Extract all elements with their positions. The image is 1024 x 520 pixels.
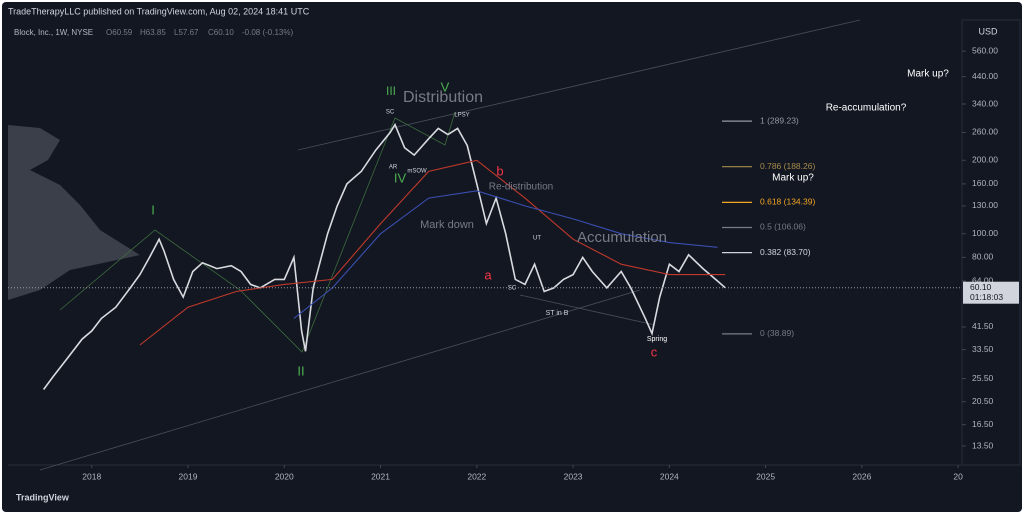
fib-label: 0.382 (83.70) bbox=[760, 247, 811, 257]
annotation: II bbox=[297, 363, 304, 378]
ohlc-value: C60.10 bbox=[208, 28, 234, 37]
annotation: Distribution bbox=[403, 89, 483, 106]
x-tick-label: 2024 bbox=[660, 471, 679, 481]
y-tick-label: 41.50 bbox=[972, 321, 994, 331]
annotation: c bbox=[651, 344, 658, 359]
y-tick-label: 560.00 bbox=[972, 45, 998, 55]
currency: USD bbox=[978, 26, 998, 36]
volume-profile bbox=[8, 125, 140, 300]
annotation: a bbox=[484, 267, 492, 282]
fib-label: 0.5 (106.06) bbox=[760, 222, 806, 232]
y-tick-label: 16.50 bbox=[972, 419, 994, 429]
price-line bbox=[139, 159, 726, 346]
annotation: V bbox=[441, 79, 450, 94]
y-tick-label: 13.50 bbox=[972, 440, 994, 450]
y-tick-label: 440.00 bbox=[972, 71, 998, 81]
price-line bbox=[293, 190, 718, 319]
ohlc-value: -0.08 (-0.13%) bbox=[242, 28, 293, 37]
y-tick-label: 260.00 bbox=[972, 127, 998, 137]
x-tick-label: 2023 bbox=[564, 471, 583, 481]
fib-label: 1 (289.23) bbox=[760, 115, 799, 125]
countdown: 01:18:03 bbox=[970, 292, 1003, 302]
annotation: LPSY bbox=[454, 113, 469, 119]
ohlc-value: H63.85 bbox=[140, 28, 166, 37]
annotation: b bbox=[496, 163, 503, 178]
annotation: AR bbox=[389, 165, 398, 171]
ohlc-value: L57.67 bbox=[174, 28, 199, 37]
y-tick-label: 130.00 bbox=[972, 200, 998, 210]
y-tick-label: 25.50 bbox=[972, 373, 994, 383]
price-line bbox=[42, 122, 726, 390]
fib-label: 0.786 (188.26) bbox=[760, 161, 815, 171]
trend-lines bbox=[39, 19, 861, 471]
x-tick-label: 2026 bbox=[852, 471, 871, 481]
annotation: SC bbox=[386, 110, 395, 116]
y-tick-label: 100.00 bbox=[972, 228, 998, 238]
y-tick-label: 340.00 bbox=[972, 98, 998, 108]
annotation: Mark up? bbox=[907, 69, 949, 80]
annotation: Spring bbox=[647, 336, 667, 343]
annotation: Mark up? bbox=[772, 173, 814, 184]
x-tick-label: 2019 bbox=[179, 471, 198, 481]
annotation: Re-distribution bbox=[489, 182, 553, 193]
annotation: mSOW bbox=[407, 169, 427, 175]
x-tick-label: 2025 bbox=[756, 471, 775, 481]
y-tick-label: 64.00 bbox=[972, 275, 994, 285]
y-tick-label: 33.50 bbox=[972, 344, 994, 354]
x-tick-label: 2021 bbox=[371, 471, 390, 481]
header: TradeTherapyLLC published on TradingView… bbox=[8, 6, 310, 16]
last-price-label: 60.10 bbox=[970, 282, 992, 292]
x-tick-label: 20 bbox=[953, 471, 963, 481]
x-tick-label: 2022 bbox=[467, 471, 486, 481]
y-tick-label: 80.00 bbox=[972, 252, 994, 262]
y-tick-label: 160.00 bbox=[972, 178, 998, 188]
x-tick-label: 2020 bbox=[275, 471, 294, 481]
annotation: SC bbox=[508, 286, 517, 292]
brand: TradingView bbox=[16, 492, 70, 502]
annotation: Re-accumulation? bbox=[826, 103, 907, 114]
y-tick-label: 20.50 bbox=[972, 396, 994, 406]
y-tick-label: 200.00 bbox=[972, 155, 998, 165]
annotation: Accumulation bbox=[577, 229, 667, 246]
fib-label: 0 (38.89) bbox=[760, 328, 794, 338]
price-axis bbox=[961, 19, 1021, 466]
annotation: UT bbox=[533, 236, 541, 242]
ohlc-value: O60.59 bbox=[106, 28, 133, 37]
x-tick-label: 2018 bbox=[82, 471, 101, 481]
annotation: III bbox=[386, 84, 396, 98]
fib-label: 0.618 (134.39) bbox=[760, 197, 815, 207]
background bbox=[2, 2, 1022, 512]
annotation: Mark down bbox=[420, 219, 474, 231]
chart-title: Block, Inc., 1W, NYSE bbox=[14, 28, 93, 37]
annotation: I bbox=[151, 202, 155, 217]
last-price-tag bbox=[963, 281, 1019, 304]
annotation: IV bbox=[394, 170, 407, 185]
annotation: ST in B bbox=[546, 310, 569, 317]
